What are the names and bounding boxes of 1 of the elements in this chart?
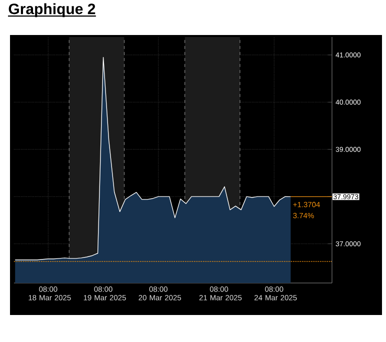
chart-title: Graphique 2 — [8, 3, 96, 18]
